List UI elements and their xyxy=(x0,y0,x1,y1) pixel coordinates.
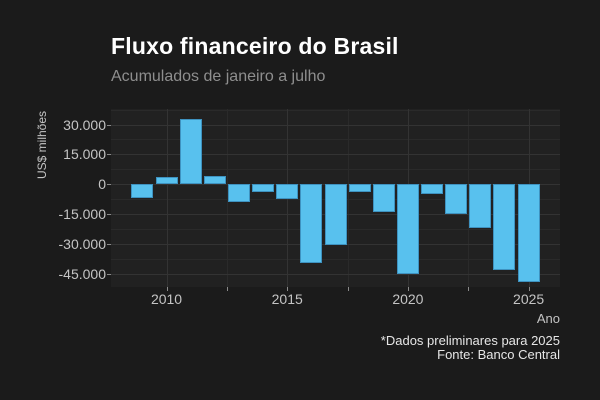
x-tick-label: 2015 xyxy=(271,291,303,307)
y-tick-label: 30.000 xyxy=(63,116,106,133)
x-tickmark xyxy=(226,287,228,291)
chart-title: Fluxo financeiro do Brasil xyxy=(111,33,399,59)
gridline-y-major xyxy=(111,124,560,126)
y-tickmark xyxy=(107,214,111,216)
chart-subtitle: Acumulados de janeiro a julho xyxy=(111,68,326,85)
y-tickmark xyxy=(107,184,111,186)
bar-2014 xyxy=(252,184,275,193)
bar-2019 xyxy=(372,184,395,213)
bar-2013 xyxy=(227,184,250,203)
bar-2011 xyxy=(179,118,202,185)
gridline-y-minor xyxy=(111,259,560,261)
bar-2009 xyxy=(131,184,154,199)
y-tick-label: 0 xyxy=(98,176,106,193)
gridline-x-major xyxy=(166,109,168,287)
y-tickmark xyxy=(107,244,111,246)
x-tick-label: 2025 xyxy=(513,291,545,307)
x-tick-label: 2020 xyxy=(392,291,424,307)
chart-panel xyxy=(111,109,560,287)
x-tickmark xyxy=(347,287,349,291)
y-tickmark xyxy=(107,154,111,156)
x-tickmark xyxy=(528,287,530,291)
gridline-x-minor xyxy=(468,109,470,287)
gridline-y-minor xyxy=(111,139,560,141)
caption: *Dados preliminares para 2025 Fonte: Ban… xyxy=(381,334,560,362)
y-tick-label: -30.000 xyxy=(58,236,106,253)
bar-2017 xyxy=(324,184,347,246)
bar-2025 xyxy=(517,184,540,282)
bar-2010 xyxy=(155,177,178,185)
bar-2022 xyxy=(445,184,468,215)
x-axis-title: Ano xyxy=(536,311,560,326)
gridline-y-major xyxy=(111,274,560,276)
bar-2018 xyxy=(348,184,371,193)
bar-2024 xyxy=(493,184,516,271)
x-tickmark xyxy=(287,287,289,291)
caption-note: *Dados preliminares para 2025 xyxy=(380,333,560,348)
x-tickmark xyxy=(407,287,409,291)
gridline-y-minor xyxy=(111,169,560,171)
gridline-x-minor xyxy=(347,109,349,287)
gridline-y-minor xyxy=(111,109,560,111)
bar-2020 xyxy=(396,184,419,275)
y-tick-label: 15.000 xyxy=(63,146,106,163)
y-tick-label: -45.000 xyxy=(58,266,106,283)
gridline-x-minor xyxy=(226,109,228,287)
x-tickmark xyxy=(166,287,168,291)
bar-2016 xyxy=(300,184,323,264)
x-tickmark xyxy=(468,287,470,291)
bar-2015 xyxy=(276,184,299,200)
bar-2012 xyxy=(203,176,226,185)
y-tick-label: -15.000 xyxy=(58,206,106,223)
y-axis-title: US$ milhões xyxy=(35,110,49,180)
x-tick-label: 2010 xyxy=(150,291,183,307)
caption-source: Fonte: Banco Central xyxy=(437,347,560,362)
gridline-y-major xyxy=(111,154,560,156)
bar-2021 xyxy=(421,184,444,195)
y-tickmark xyxy=(107,274,111,276)
y-tickmark xyxy=(107,124,111,126)
bar-2023 xyxy=(469,184,492,229)
